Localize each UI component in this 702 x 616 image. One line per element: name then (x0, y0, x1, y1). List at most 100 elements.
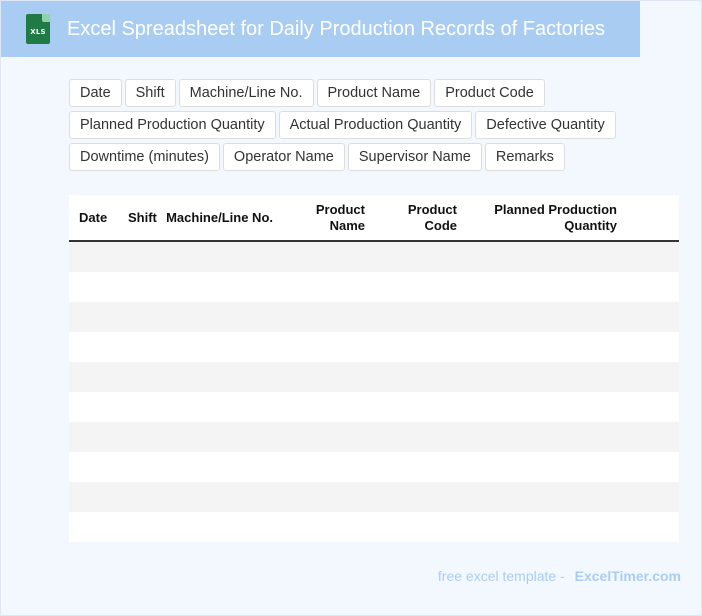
field-tag[interactable]: Supervisor Name (347, 143, 482, 171)
table-cell[interactable] (282, 392, 374, 422)
table-row (69, 332, 679, 362)
field-tag[interactable]: Product Name (316, 79, 432, 107)
table-cell[interactable] (118, 452, 163, 482)
table-cell[interactable] (282, 362, 374, 392)
table-cell[interactable] (374, 241, 466, 272)
table-cell[interactable] (282, 482, 374, 512)
table-cell[interactable] (282, 422, 374, 452)
table-cell[interactable] (118, 362, 163, 392)
spreadsheet-table-container[interactable]: Date Shift Machine/Line No. Product Name Pro… (69, 195, 679, 542)
table-cell[interactable] (163, 422, 282, 452)
table-cell[interactable] (626, 452, 679, 482)
table-cell[interactable] (282, 512, 374, 542)
table-cell[interactable] (163, 392, 282, 422)
table-cell[interactable] (282, 332, 374, 362)
table-cell[interactable] (282, 241, 374, 272)
table-row (69, 482, 679, 512)
table-cell[interactable] (374, 392, 466, 422)
column-header: Actual Production Quantity (626, 195, 679, 242)
table-cell[interactable] (118, 241, 163, 272)
table-cell[interactable] (466, 422, 626, 452)
table-cell[interactable] (69, 392, 118, 422)
field-tag[interactable]: Product Code (434, 79, 545, 107)
table-cell[interactable] (163, 302, 282, 332)
table-cell[interactable] (466, 332, 626, 362)
table-cell[interactable] (466, 272, 626, 302)
table-cell[interactable] (118, 272, 163, 302)
field-tag[interactable]: Actual Production Quantity (278, 111, 473, 139)
table-cell[interactable] (163, 332, 282, 362)
table-cell[interactable] (118, 482, 163, 512)
field-tag[interactable]: Date (69, 79, 122, 107)
table-cell[interactable] (118, 332, 163, 362)
table-cell[interactable] (374, 362, 466, 392)
table-cell[interactable] (466, 482, 626, 512)
table-cell[interactable] (626, 241, 679, 272)
field-tag[interactable]: Downtime (minutes) (69, 143, 220, 171)
table-cell[interactable] (69, 332, 118, 362)
field-tag[interactable]: Remarks (484, 143, 565, 171)
table-cell[interactable] (163, 482, 282, 512)
table-cell[interactable] (374, 512, 466, 542)
page-title: Excel Spreadsheet for Daily Production R… (67, 17, 606, 40)
table-cell[interactable] (374, 422, 466, 452)
table-cell[interactable] (466, 362, 626, 392)
table-cell[interactable] (374, 272, 466, 302)
column-header: Product Code (374, 195, 466, 242)
table-cell[interactable] (118, 392, 163, 422)
field-tag[interactable]: Shift (124, 79, 176, 107)
field-tags: Date Shift Machine/Line No. Product Name Pro… (69, 79, 649, 175)
column-header: Date (69, 195, 118, 242)
table-cell[interactable] (282, 302, 374, 332)
table-cell[interactable] (626, 482, 679, 512)
table-body (69, 241, 679, 542)
table-cell[interactable] (69, 512, 118, 542)
table-cell[interactable] (374, 452, 466, 482)
table-row (69, 272, 679, 302)
table-cell[interactable] (282, 452, 374, 482)
table-row (69, 422, 679, 452)
table-cell[interactable] (466, 452, 626, 482)
table-cell[interactable] (466, 241, 626, 272)
table-cell[interactable] (163, 362, 282, 392)
column-header: Planned Production Quantity (466, 195, 626, 242)
table-cell[interactable] (163, 512, 282, 542)
field-tag[interactable]: Planned Production Quantity (69, 111, 276, 139)
table-cell[interactable] (163, 272, 282, 302)
table-cell[interactable] (69, 362, 118, 392)
table-cell[interactable] (374, 332, 466, 362)
header-bar: XLS Excel Spreadsheet for Daily Producti… (1, 1, 640, 57)
table-cell[interactable] (69, 452, 118, 482)
table-cell[interactable] (466, 302, 626, 332)
table-cell[interactable] (69, 422, 118, 452)
table-cell[interactable] (626, 392, 679, 422)
table-cell[interactable] (69, 482, 118, 512)
table-cell[interactable] (118, 302, 163, 332)
table-cell[interactable] (163, 452, 282, 482)
table-cell[interactable] (118, 422, 163, 452)
table-cell[interactable] (282, 272, 374, 302)
table-cell[interactable] (374, 482, 466, 512)
xls-file-icon: XLS (26, 14, 50, 44)
table-cell[interactable] (118, 512, 163, 542)
column-header: Product Name (282, 195, 374, 242)
table-cell[interactable] (626, 422, 679, 452)
table-cell[interactable] (69, 241, 118, 272)
table-cell[interactable] (626, 512, 679, 542)
table-cell[interactable] (626, 302, 679, 332)
table-cell[interactable] (374, 302, 466, 332)
table-cell[interactable] (466, 392, 626, 422)
field-tag[interactable]: Operator Name (222, 143, 345, 171)
table-cell[interactable] (69, 272, 118, 302)
footer-brand-link[interactable]: ExcelTimer.com (574, 568, 681, 584)
table-cell[interactable] (626, 332, 679, 362)
column-header: Machine/Line No. (163, 195, 282, 242)
table-cell[interactable] (626, 362, 679, 392)
table-cell[interactable] (626, 272, 679, 302)
table-cell[interactable] (69, 302, 118, 332)
table-cell[interactable] (163, 241, 282, 272)
field-tag[interactable]: Machine/Line No. (178, 79, 314, 107)
table-cell[interactable] (466, 512, 626, 542)
field-tag[interactable]: Defective Quantity (475, 111, 616, 139)
